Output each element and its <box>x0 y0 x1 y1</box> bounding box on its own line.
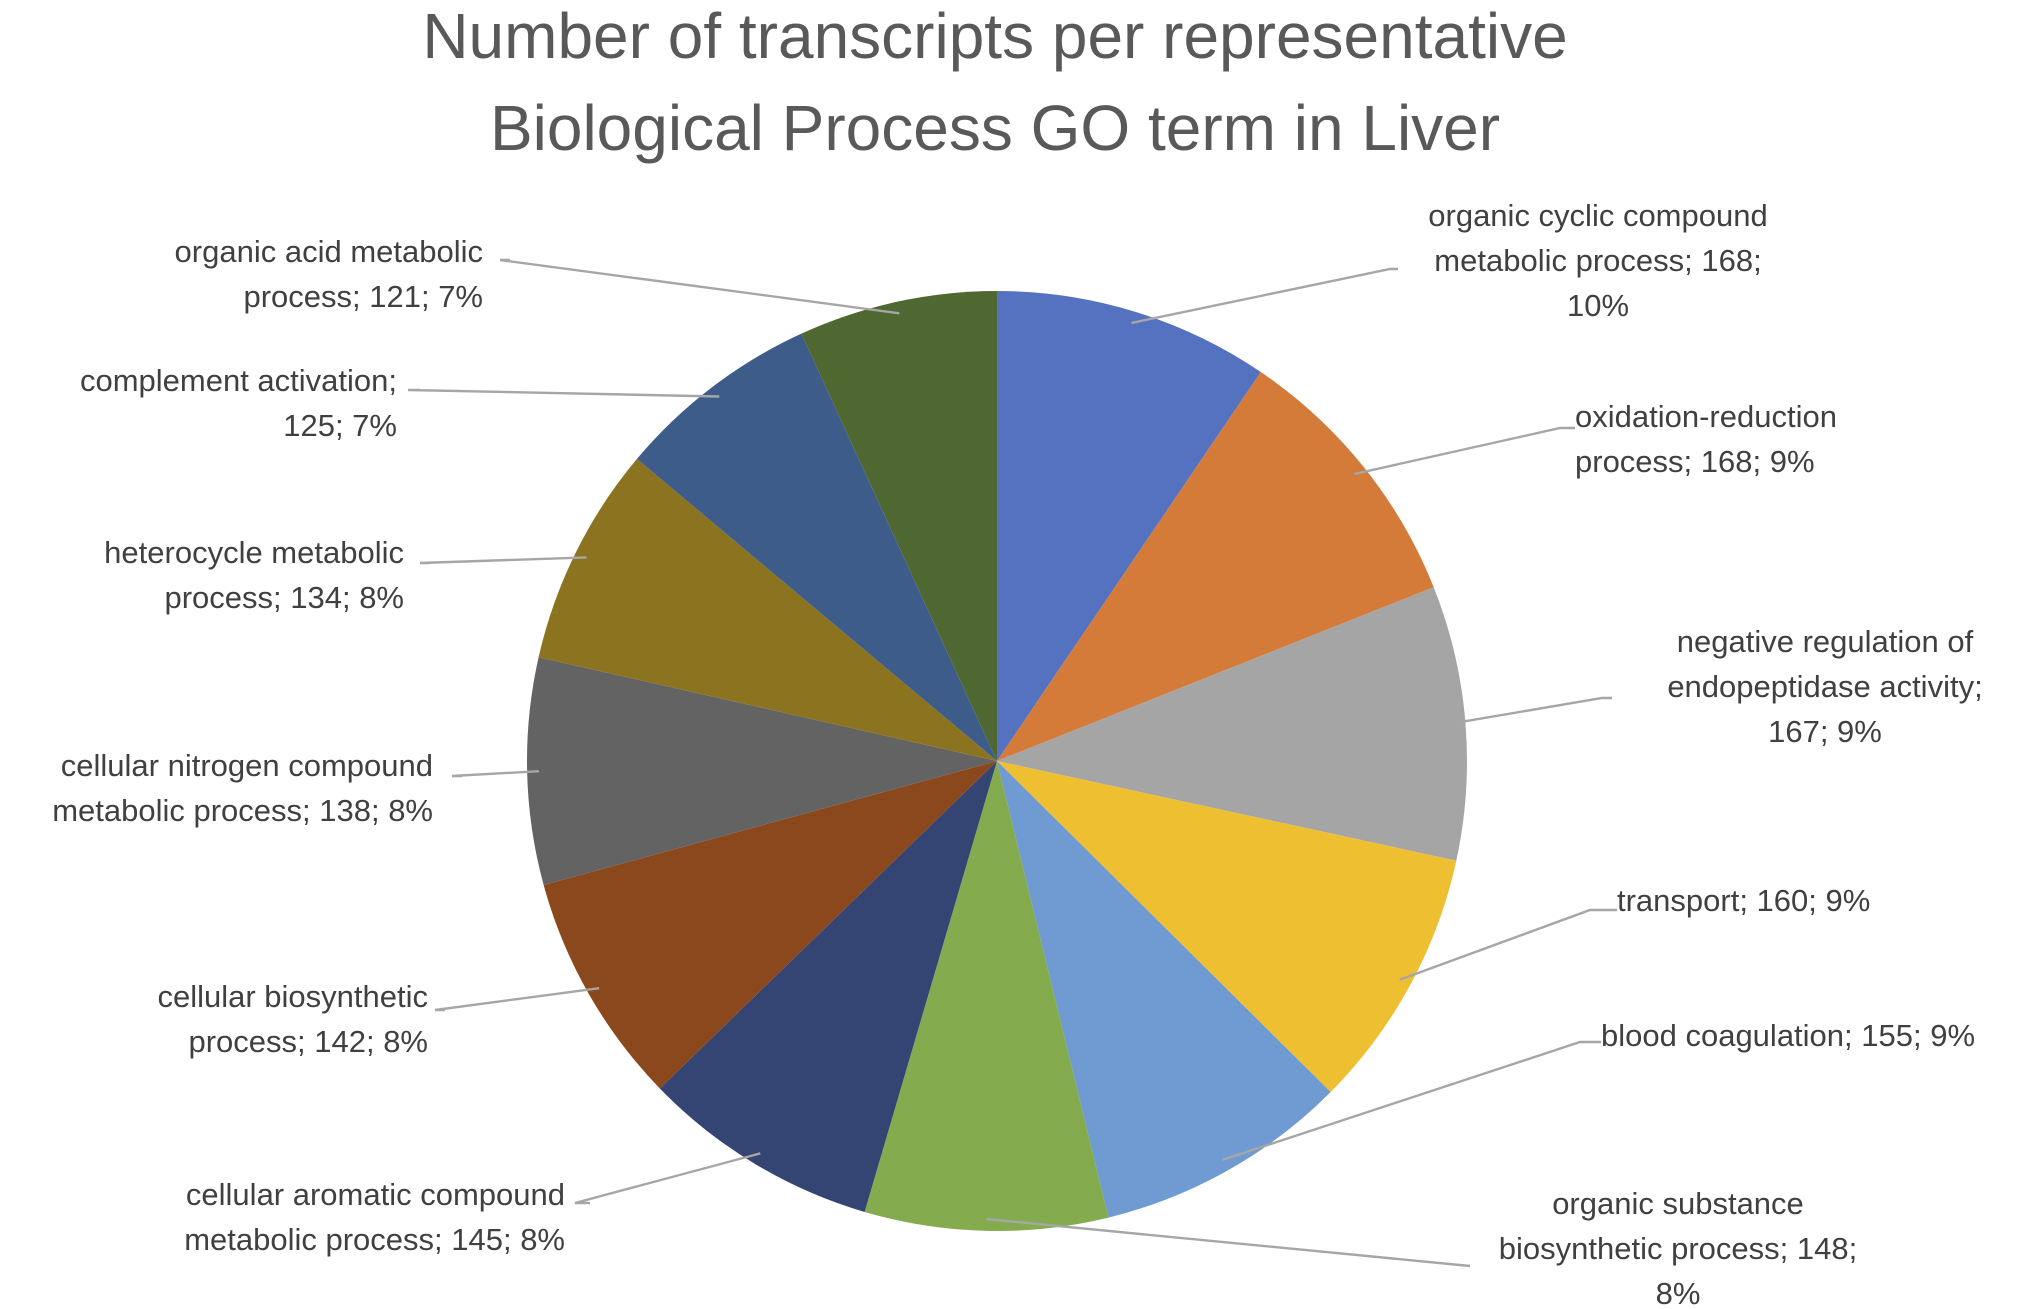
leader-line-organic-cyclic-compound-metabolic-process <box>1131 267 1398 325</box>
pie-slice-cellular-nitrogen-compound-metabolic-process <box>527 657 997 885</box>
pie-slice-cellular-aromatic-compound-metabolic-process <box>659 761 997 1212</box>
pie-slice-transport <box>997 761 1457 1093</box>
pie-slice-complement-activation <box>636 333 997 761</box>
pie-slices <box>527 291 1467 1231</box>
pie-slice-organic-substance-biosynthetic-process <box>864 761 1109 1231</box>
pie-slice-cellular-biosynthetic-process <box>543 761 997 1089</box>
chart-title-line-1: Number of transcripts per representative <box>422 0 1567 72</box>
leader-line-complement-activation <box>407 388 720 398</box>
data-label-cellular-biosynthetic-process: cellular biosynthetic process; 142; 8% <box>157 979 428 1059</box>
data-label-transport: transport; 160; 9% <box>1617 883 1870 918</box>
leader-lines <box>407 258 1617 1268</box>
leader-line-oxidation-reduction-process <box>1354 426 1575 476</box>
data-label-blood-coagulation: blood coagulation; 155; 9% <box>1601 1018 1975 1053</box>
data-label-negative-regulation-of-endopeptidase-activity: negative regulation of endopeptidase acti… <box>1667 624 1982 749</box>
leader-line-cellular-aromatic-compound-metabolic-process <box>574 1152 761 1205</box>
pie-slice-heterocycle-metabolic-process <box>538 458 997 761</box>
leader-line-cellular-nitrogen-compound-metabolic-process <box>451 770 539 778</box>
data-label-organic-acid-metabolic-process: organic acid metabolic process; 121; 7% <box>175 234 483 314</box>
slice-labels: organic cyclic compound metabolic process… <box>52 198 1983 1309</box>
data-label-oxidation-reduction-process: oxidation-reduction process; 168; 9% <box>1575 399 1837 479</box>
pie-slice-oxidation-reduction-process <box>997 372 1434 761</box>
data-label-cellular-nitrogen-compound-metabolic-process: cellular nitrogen compound metabolic proc… <box>52 748 433 828</box>
leader-line-transport <box>1399 908 1617 981</box>
pie-slice-organic-acid-metabolic-process <box>801 291 997 761</box>
leader-line-heterocycle-metabolic-process <box>419 556 587 565</box>
leader-line-organic-substance-biosynthetic-process <box>986 1217 1471 1268</box>
leader-line-blood-coagulation <box>1222 1040 1601 1162</box>
pie-slice-organic-cyclic-compound-metabolic-process <box>997 291 1261 761</box>
leader-line-cellular-biosynthetic-process <box>434 987 600 1012</box>
data-label-cellular-aromatic-compound-metabolic-process: cellular aromatic compound metabolic proc… <box>184 1177 565 1257</box>
data-label-organic-cyclic-compound-metabolic-process: organic cyclic compound metabolic process… <box>1428 198 1767 323</box>
data-label-organic-substance-biosynthetic-process: organic substance biosynthetic process; 1… <box>1499 1186 1857 1309</box>
pie-slice-negative-regulation-of-endopeptidase-activity <box>997 587 1467 861</box>
leader-line-negative-regulation-of-endopeptidase-activity <box>1453 696 1612 725</box>
data-label-complement-activation: complement activation; 125; 7% <box>80 363 397 443</box>
data-label-heterocycle-metabolic-process: heterocycle metabolic process; 134; 8% <box>104 535 404 615</box>
chart-title-line-2: Biological Process GO term in Liver <box>490 92 1500 164</box>
leader-line-organic-acid-metabolic-process <box>499 258 900 315</box>
pie-slice-blood-coagulation <box>997 761 1331 1218</box>
